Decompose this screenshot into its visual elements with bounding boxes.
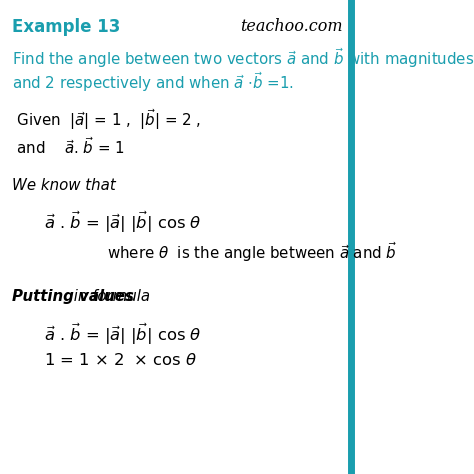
Text: We know that: We know that: [12, 178, 116, 193]
Text: Given  $|\vec{a}|$ = 1 ,  $|\vec{b}|$ = 2 ,: Given $|\vec{a}|$ = 1 , $|\vec{b}|$ = 2 …: [12, 108, 201, 132]
Text: in formula: in formula: [69, 289, 150, 304]
Text: $\vec{a}$ . $\vec{b}$ = |$\vec{a}$| |$\vec{b}$| cos $\theta$: $\vec{a}$ . $\vec{b}$ = |$\vec{a}$| |$\v…: [44, 210, 201, 235]
Text: $\vec{a}$ . $\vec{b}$ = |$\vec{a}$| |$\vec{b}$| cos $\theta$: $\vec{a}$ . $\vec{b}$ = |$\vec{a}$| |$\v…: [44, 322, 201, 347]
Text: 1 = 1 $\times$ 2  $\times$ cos $\theta$: 1 = 1 $\times$ 2 $\times$ cos $\theta$: [44, 353, 197, 368]
Text: Find the angle between two vectors $\vec{a}$ and $\vec{b}$ with magnitudes 1: Find the angle between two vectors $\vec…: [12, 46, 474, 70]
Text: where $\theta$  is the angle between $\vec{a}$ and $\vec{b}$: where $\theta$ is the angle between $\ve…: [107, 240, 397, 264]
Text: teachoo.com: teachoo.com: [240, 18, 343, 35]
Text: and    $\vec{a}$. $\vec{b}$ = 1: and $\vec{a}$. $\vec{b}$ = 1: [12, 136, 125, 156]
Text: Putting values: Putting values: [12, 289, 134, 304]
Text: Example 13: Example 13: [12, 18, 120, 36]
Text: and 2 respectively and when $\vec{a}$ $\cdot\vec{b}$ =1.: and 2 respectively and when $\vec{a}$ $\…: [12, 70, 294, 94]
